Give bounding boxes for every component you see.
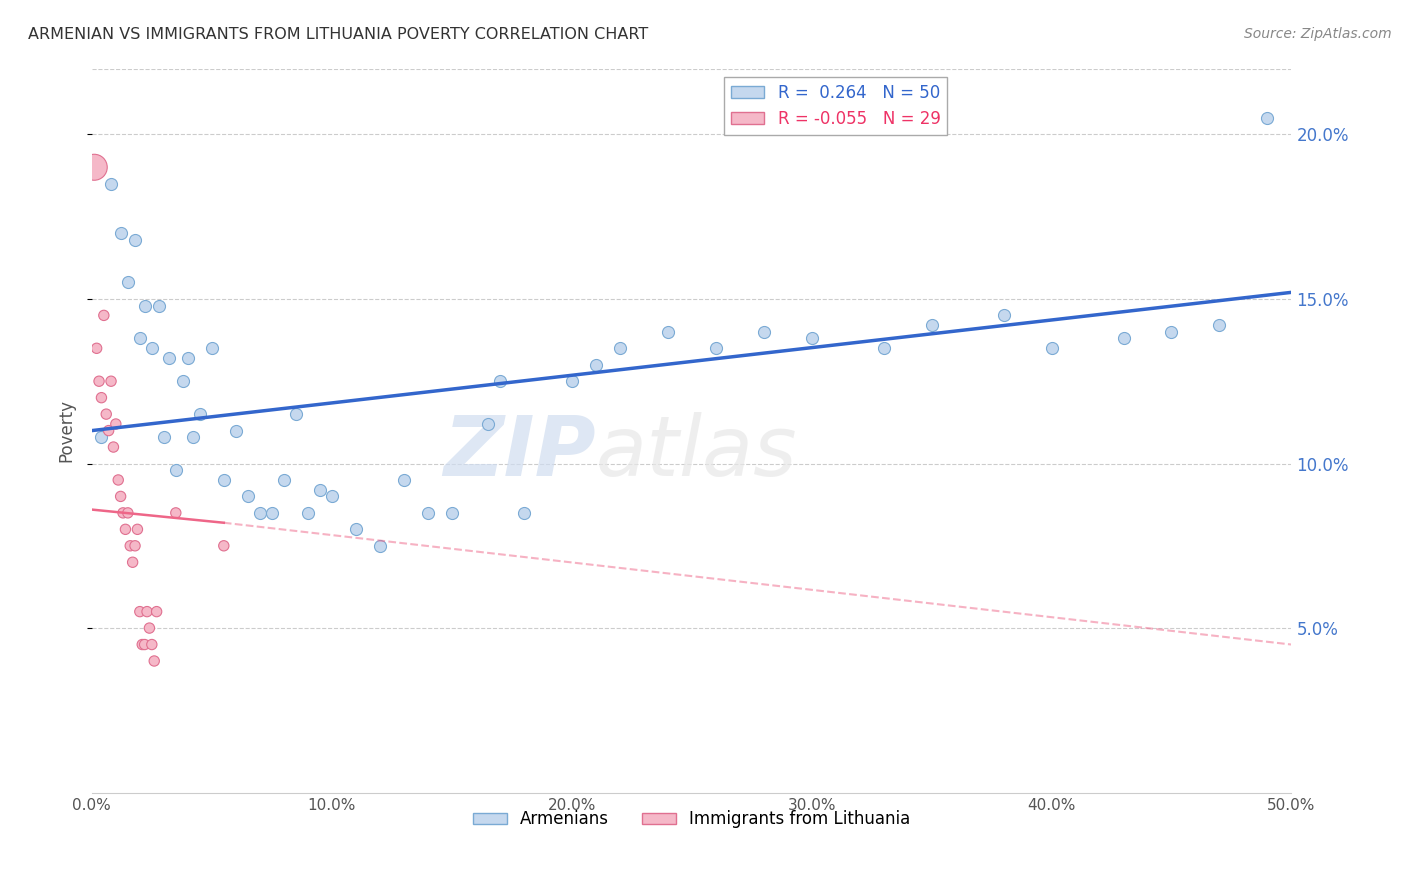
- Point: [585, 358, 607, 372]
- Point: [212, 539, 235, 553]
- Point: [120, 539, 142, 553]
- Point: [177, 351, 200, 366]
- Point: [1040, 341, 1063, 355]
- Point: [477, 417, 499, 431]
- Point: [321, 490, 343, 504]
- Point: [100, 374, 122, 388]
- Point: [416, 506, 439, 520]
- Point: [93, 309, 115, 323]
- Point: [1160, 325, 1182, 339]
- Point: [104, 417, 127, 431]
- Point: [752, 325, 775, 339]
- Point: [188, 407, 211, 421]
- Point: [90, 430, 112, 444]
- Point: [993, 309, 1015, 323]
- Point: [165, 506, 187, 520]
- Text: atlas: atlas: [596, 412, 797, 492]
- Point: [181, 430, 204, 444]
- Point: [921, 318, 943, 333]
- Point: [157, 351, 180, 366]
- Point: [107, 473, 129, 487]
- Point: [121, 555, 143, 569]
- Point: [284, 407, 307, 421]
- Point: [143, 654, 166, 668]
- Legend: Armenians, Immigrants from Lithuania: Armenians, Immigrants from Lithuania: [467, 804, 917, 835]
- Point: [1256, 111, 1278, 125]
- Point: [141, 341, 163, 355]
- Text: ZIP: ZIP: [443, 412, 596, 492]
- Point: [112, 506, 135, 520]
- Point: [141, 638, 163, 652]
- Point: [236, 490, 259, 504]
- Point: [83, 161, 105, 175]
- Point: [124, 233, 146, 247]
- Point: [124, 539, 146, 553]
- Point: [872, 341, 894, 355]
- Point: [136, 605, 159, 619]
- Point: [657, 325, 679, 339]
- Point: [800, 331, 823, 345]
- Point: [86, 341, 108, 355]
- Point: [110, 490, 132, 504]
- Point: [103, 440, 125, 454]
- Point: [97, 424, 120, 438]
- Point: [392, 473, 415, 487]
- Point: [87, 374, 110, 388]
- Point: [145, 605, 167, 619]
- Point: [110, 226, 132, 240]
- Point: [138, 621, 160, 635]
- Point: [561, 374, 583, 388]
- Text: Source: ZipAtlas.com: Source: ZipAtlas.com: [1244, 27, 1392, 41]
- Point: [249, 506, 271, 520]
- Point: [212, 473, 235, 487]
- Point: [134, 298, 156, 312]
- Point: [225, 424, 247, 438]
- Point: [114, 522, 136, 536]
- Point: [153, 430, 176, 444]
- Point: [512, 506, 534, 520]
- Point: [440, 506, 463, 520]
- Point: [201, 341, 224, 355]
- Point: [117, 506, 139, 520]
- Point: [117, 276, 139, 290]
- Point: [128, 605, 150, 619]
- Point: [308, 483, 330, 497]
- Point: [134, 638, 156, 652]
- Point: [297, 506, 319, 520]
- Point: [148, 298, 170, 312]
- Point: [90, 391, 112, 405]
- Point: [368, 539, 391, 553]
- Point: [165, 463, 187, 477]
- Point: [172, 374, 194, 388]
- Point: [704, 341, 727, 355]
- Point: [1208, 318, 1230, 333]
- Point: [96, 407, 118, 421]
- Point: [488, 374, 510, 388]
- Point: [131, 638, 153, 652]
- Point: [260, 506, 283, 520]
- Point: [128, 331, 150, 345]
- Text: ARMENIAN VS IMMIGRANTS FROM LITHUANIA POVERTY CORRELATION CHART: ARMENIAN VS IMMIGRANTS FROM LITHUANIA PO…: [28, 27, 648, 42]
- Point: [127, 522, 149, 536]
- Y-axis label: Poverty: Poverty: [58, 399, 75, 462]
- Point: [609, 341, 631, 355]
- Point: [1112, 331, 1135, 345]
- Point: [344, 522, 367, 536]
- Point: [100, 177, 122, 191]
- Point: [273, 473, 295, 487]
